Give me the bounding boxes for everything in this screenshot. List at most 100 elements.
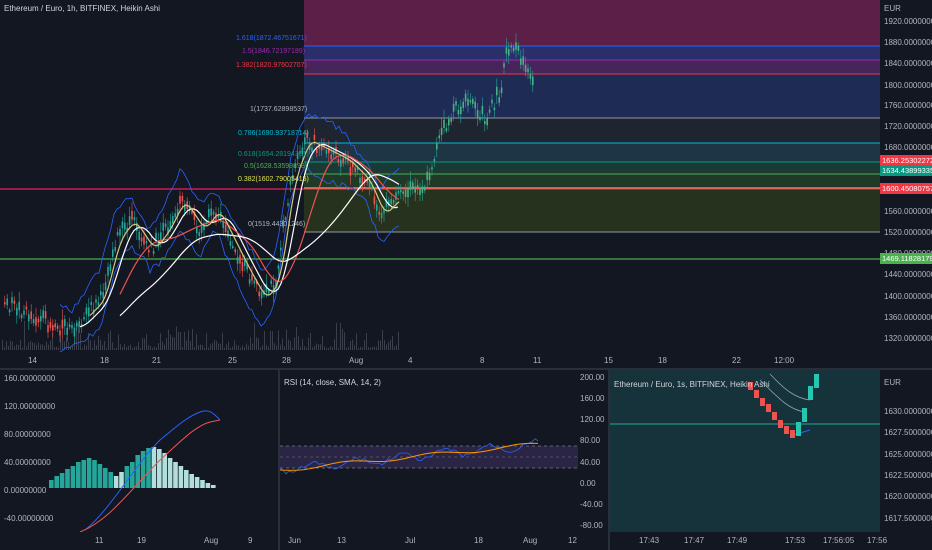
volume-bar xyxy=(360,346,361,350)
price-tick: 1360.00000000 xyxy=(884,313,932,322)
macd-price-tick: 40.00000000 xyxy=(4,458,51,467)
volume-bar xyxy=(42,344,43,350)
candle-body xyxy=(392,200,395,204)
volume-bar xyxy=(94,340,95,350)
macd-time-axis[interactable]: 11 19 Aug 9 xyxy=(0,532,278,550)
volume-bar xyxy=(396,345,397,350)
price-tag: 1469.11828179 xyxy=(880,253,932,264)
candle-body xyxy=(44,311,47,319)
rsi-price-tick: 40.00 xyxy=(580,458,601,467)
candle-body xyxy=(296,152,299,160)
price-tick: 1760.00000000 xyxy=(884,101,932,110)
volume-bar xyxy=(4,347,5,350)
candle-body xyxy=(512,47,515,52)
candle-body xyxy=(272,285,275,294)
candle-body xyxy=(299,151,301,154)
main-chart-pane[interactable]: Ethereum / Euro, 1h, BITFINEX, Heikin As… xyxy=(0,0,880,352)
rsi-price-tick: 0.00 xyxy=(580,479,596,488)
candle-body xyxy=(500,87,503,93)
candle-body xyxy=(30,311,32,320)
volume-bar xyxy=(124,343,125,350)
macd-histogram-bar xyxy=(194,477,200,488)
volume-bar xyxy=(318,344,319,350)
mini-price-axis[interactable]: EUR 1630.00000000 1627.50000000 1625.00000… xyxy=(880,370,932,532)
fib-level-label: 0.786(1690.93718714) xyxy=(238,130,309,137)
volume-bar xyxy=(24,320,25,350)
rsi-price-tick: 120.00 xyxy=(580,415,605,424)
volume-bar xyxy=(144,338,145,350)
rsi-time-axis[interactable]: Jun 13 Jul 18 Aug 12 xyxy=(280,532,608,550)
candle-body xyxy=(294,164,296,169)
rsi-title: RSI (14, close, SMA, 14, 2) xyxy=(284,378,381,387)
candle-body xyxy=(73,327,76,337)
macd-price-tick: 0.00000000 xyxy=(4,486,47,495)
price-tag: 1634.43899335 xyxy=(880,165,932,176)
volume-bar xyxy=(220,343,221,350)
fib-level-label: 0.5(1628.53599898) xyxy=(244,163,308,170)
candle-body xyxy=(112,249,114,257)
rsi-time-tick: Jul xyxy=(405,536,416,545)
rsi-canvas[interactable] xyxy=(280,370,578,532)
candle-body xyxy=(162,222,164,231)
volume-bar xyxy=(332,347,333,350)
candle-body xyxy=(241,262,244,271)
time-tick: 22 xyxy=(732,356,741,365)
volume-bar xyxy=(104,340,105,350)
candle-body xyxy=(83,317,85,320)
macd-pane[interactable]: 160.00000000 120.00000000 80.00000000 40.00… xyxy=(0,370,278,532)
currency-label: EUR xyxy=(884,4,901,13)
rsi-price-axis[interactable]: 200.00 160.00 120.00 80.00 40.00 0.00 -40.00 -8… xyxy=(578,370,610,532)
main-chart-canvas[interactable] xyxy=(0,0,880,352)
volume-bar xyxy=(256,337,257,350)
volume-bar xyxy=(384,340,385,350)
pane-separator-vertical[interactable] xyxy=(278,370,280,550)
candle-body xyxy=(196,227,198,234)
volume-bar xyxy=(222,332,223,350)
macd-histogram-bar xyxy=(97,464,103,488)
time-tick: 12:00 xyxy=(774,356,795,365)
candle-body xyxy=(102,291,104,298)
volume-bar xyxy=(84,344,85,350)
main-price-axis[interactable]: EUR 1920.00000000 1880.00000000 1840.00000… xyxy=(880,0,932,352)
candle-body xyxy=(404,189,407,197)
volume-bar xyxy=(188,330,189,350)
volume-bar xyxy=(2,339,3,350)
candle-body xyxy=(342,158,344,164)
candle-body xyxy=(244,259,246,266)
main-time-axis[interactable]: 14 18 21 25 28 Aug 4 8 11 15 18 22 12:00 xyxy=(0,352,880,368)
volume-bar xyxy=(186,340,187,350)
volume-bar xyxy=(268,346,269,350)
pane-separator-vertical[interactable] xyxy=(608,370,610,550)
volume-bar xyxy=(350,340,351,350)
macd-canvas[interactable] xyxy=(0,370,278,532)
candle-body xyxy=(126,227,128,232)
volume-bar xyxy=(276,345,277,350)
candle-body xyxy=(481,105,484,115)
main-chart-title: Ethereum / Euro, 1h, BITFINEX, Heikin As… xyxy=(4,4,161,13)
rsi-line xyxy=(280,438,539,475)
mini-chart-pane[interactable]: Ethereum / Euro, 1s, BITFINEX, Heikin As… xyxy=(610,370,880,532)
candle-body xyxy=(88,307,90,317)
candle-body xyxy=(301,147,304,155)
volume-bar xyxy=(156,347,157,350)
candle-body xyxy=(155,232,157,240)
volume-bar xyxy=(48,344,49,350)
volume-bar xyxy=(150,345,151,350)
candle-body xyxy=(467,98,469,106)
volume-bar xyxy=(196,334,197,350)
rsi-pane[interactable]: RSI (14, close, SMA, 14, 2) xyxy=(280,370,578,532)
volume-bar xyxy=(274,343,275,350)
mini-chart-canvas[interactable] xyxy=(610,370,880,532)
candle-body xyxy=(462,101,464,108)
candle-body xyxy=(364,178,366,183)
pane-separator[interactable] xyxy=(0,368,932,370)
candle-body xyxy=(234,249,236,253)
volume-bar xyxy=(380,340,381,350)
macd-histogram-bar xyxy=(65,469,70,488)
volume-bar xyxy=(140,347,141,350)
mini-candle xyxy=(796,422,801,436)
volume-bar xyxy=(370,347,371,350)
mini-time-axis[interactable]: 17:43 17:47 17:49 17:53 17:56:05 17:56 xyxy=(610,532,932,550)
candle-body xyxy=(366,179,368,183)
macd-signal-line xyxy=(79,419,221,532)
